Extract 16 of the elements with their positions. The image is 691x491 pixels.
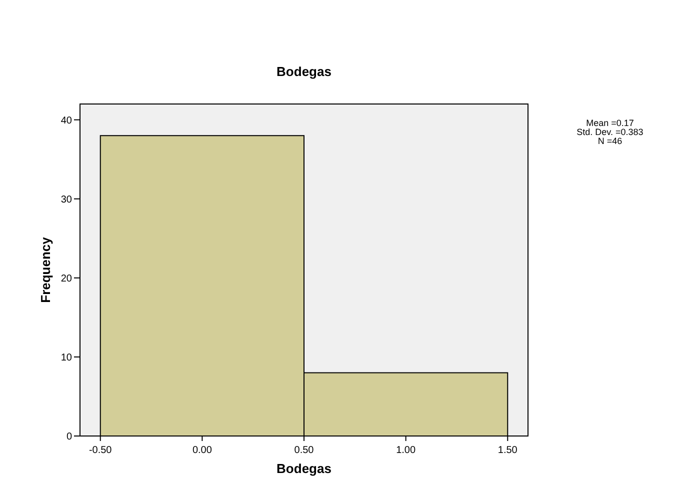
y-tick-label: 10 [60,352,72,364]
x-tick-label: -0.50 [88,445,112,456]
y-tick-label: 40 [60,115,72,126]
y-axis-title: Frequency [38,236,53,303]
x-tick-label: 0.00 [192,445,212,456]
chart-title: Bodegas [276,64,332,79]
x-tick-label: 1.50 [498,445,518,456]
x-tick-label: 1.00 [396,445,416,456]
text: N =46 [598,136,622,146]
y-tick-label: 30 [60,194,72,206]
x-tick-label: 0.50 [294,445,314,456]
text: Std. Dev. =0.383 [576,127,644,137]
text: Mean =0.17 [586,118,634,128]
y-tick-label: 0 [66,432,72,442]
x-axis-title: Bodegas [276,461,332,476]
y-tick-label: 20 [60,273,72,284]
